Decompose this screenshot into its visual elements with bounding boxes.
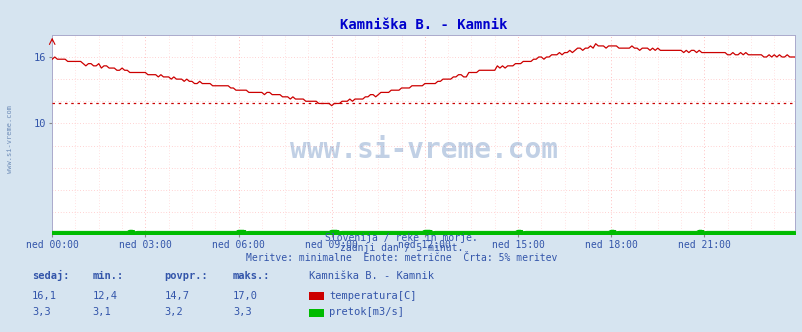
Text: 17,0: 17,0: [233, 291, 257, 301]
Text: 3,2: 3,2: [164, 307, 183, 317]
Text: 16,1: 16,1: [32, 291, 57, 301]
Text: Meritve: minimalne  Enote: metrične  Črta: 5% meritev: Meritve: minimalne Enote: metrične Črta:…: [245, 253, 557, 263]
Text: zadnji dan / 5 minut.: zadnji dan / 5 minut.: [339, 243, 463, 253]
Text: min.:: min.:: [92, 271, 124, 281]
Text: Slovenija / reke in morje.: Slovenija / reke in morje.: [325, 233, 477, 243]
Text: povpr.:: povpr.:: [164, 271, 208, 281]
Text: 3,3: 3,3: [32, 307, 51, 317]
Text: www.si-vreme.com: www.si-vreme.com: [6, 106, 13, 173]
Text: maks.:: maks.:: [233, 271, 270, 281]
Text: sedaj:: sedaj:: [32, 270, 70, 281]
Text: 14,7: 14,7: [164, 291, 189, 301]
Text: 12,4: 12,4: [92, 291, 117, 301]
Text: www.si-vreme.com: www.si-vreme.com: [290, 136, 557, 164]
Text: temperatura[C]: temperatura[C]: [329, 291, 416, 301]
Text: Kamniška B. - Kamnik: Kamniška B. - Kamnik: [309, 271, 434, 281]
Title: Kamniška B. - Kamnik: Kamniška B. - Kamnik: [339, 18, 507, 32]
Text: 3,3: 3,3: [233, 307, 251, 317]
Text: pretok[m3/s]: pretok[m3/s]: [329, 307, 403, 317]
Text: 3,1: 3,1: [92, 307, 111, 317]
